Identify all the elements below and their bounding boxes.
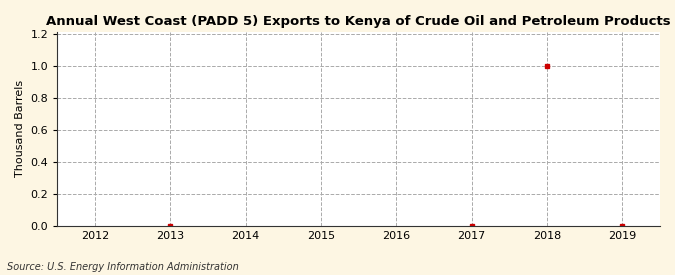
Y-axis label: Thousand Barrels: Thousand Barrels [15, 80, 25, 177]
Text: Source: U.S. Energy Information Administration: Source: U.S. Energy Information Administ… [7, 262, 238, 272]
Title: Annual West Coast (PADD 5) Exports to Kenya of Crude Oil and Petroleum Products: Annual West Coast (PADD 5) Exports to Ke… [47, 15, 671, 28]
